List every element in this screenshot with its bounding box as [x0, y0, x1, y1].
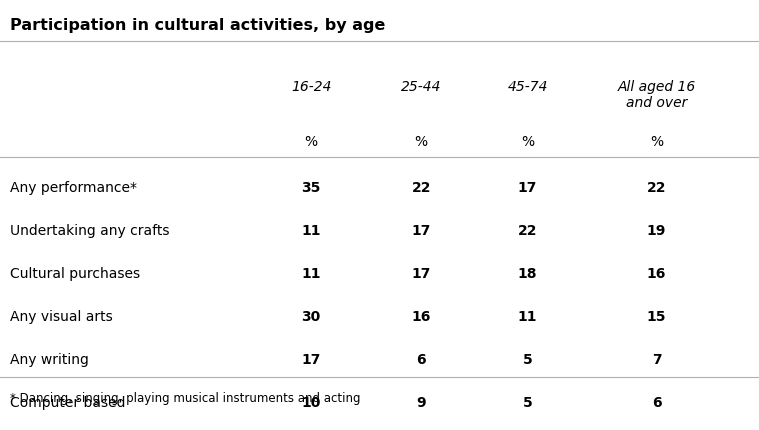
Text: Any performance*: Any performance*: [10, 181, 137, 194]
Text: 5: 5: [523, 352, 532, 366]
Text: 35: 35: [301, 181, 321, 194]
Text: 11: 11: [518, 309, 537, 323]
Text: %: %: [650, 135, 663, 149]
Text: 6: 6: [652, 395, 661, 409]
Text: 9: 9: [417, 395, 426, 409]
Text: 5: 5: [523, 395, 532, 409]
Text: 22: 22: [518, 224, 537, 237]
Text: Undertaking any crafts: Undertaking any crafts: [10, 224, 169, 237]
Text: %: %: [304, 135, 318, 149]
Text: 16-24: 16-24: [291, 80, 332, 94]
Text: Computer based: Computer based: [10, 395, 125, 409]
Text: All aged 16
and over: All aged 16 and over: [617, 80, 696, 110]
Text: 18: 18: [518, 266, 537, 280]
Text: 16: 16: [411, 309, 431, 323]
Text: 30: 30: [301, 309, 321, 323]
Text: 45-74: 45-74: [507, 80, 548, 94]
Text: 17: 17: [301, 352, 321, 366]
Text: 15: 15: [647, 309, 666, 323]
Text: 19: 19: [647, 224, 666, 237]
Text: * Dancing, singing, playing musical instruments and acting: * Dancing, singing, playing musical inst…: [10, 391, 361, 404]
Text: 22: 22: [647, 181, 666, 194]
Text: 16: 16: [647, 266, 666, 280]
Text: 17: 17: [518, 181, 537, 194]
Text: 17: 17: [411, 224, 431, 237]
Text: %: %: [521, 135, 534, 149]
Text: 10: 10: [301, 395, 321, 409]
Text: 11: 11: [301, 224, 321, 237]
Text: Participation in cultural activities, by age: Participation in cultural activities, by…: [10, 18, 386, 33]
Text: Any visual arts: Any visual arts: [10, 309, 112, 323]
Text: 22: 22: [411, 181, 431, 194]
Text: Cultural purchases: Cultural purchases: [10, 266, 140, 280]
Text: 7: 7: [652, 352, 661, 366]
Text: Any writing: Any writing: [10, 352, 89, 366]
Text: 25-44: 25-44: [401, 80, 442, 94]
Text: 11: 11: [301, 266, 321, 280]
Text: 6: 6: [417, 352, 426, 366]
Text: %: %: [414, 135, 428, 149]
Text: 17: 17: [411, 266, 431, 280]
